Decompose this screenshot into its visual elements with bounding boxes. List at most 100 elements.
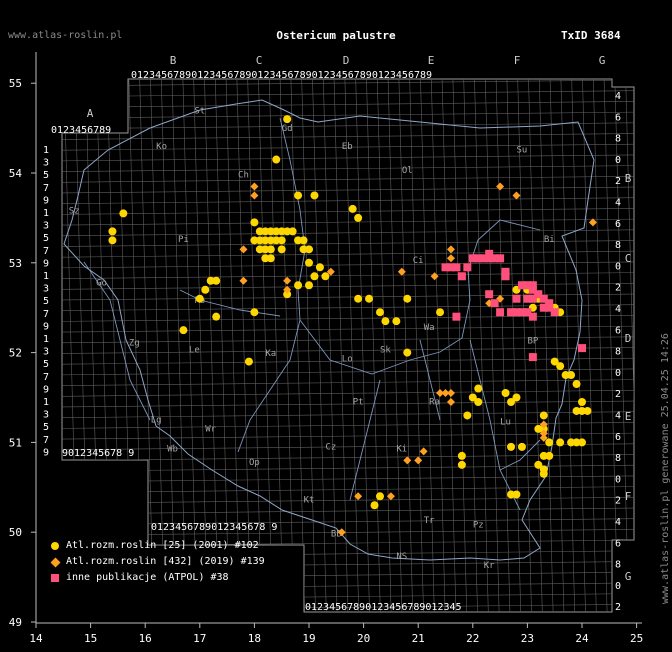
record-2019 xyxy=(436,389,445,398)
square-code: BP xyxy=(527,337,538,347)
record-atpol xyxy=(528,281,537,290)
record-2019 xyxy=(250,191,259,200)
square-code: Pz xyxy=(473,521,484,531)
grid-line xyxy=(62,432,634,440)
grid-line xyxy=(62,176,634,183)
square-code: Sk xyxy=(380,346,391,356)
river-line xyxy=(419,339,441,421)
record-2001 xyxy=(305,258,313,267)
record-atpol xyxy=(501,272,510,281)
record-atpol xyxy=(523,308,532,317)
record-2001 xyxy=(288,227,297,236)
river-line xyxy=(83,261,151,421)
x-tick-label: 14 xyxy=(29,632,43,645)
atpol-row-digit: 5 xyxy=(43,170,49,181)
grid-line xyxy=(441,79,457,612)
grid-line xyxy=(560,79,576,612)
record-2001 xyxy=(348,204,357,213)
grid-line xyxy=(62,497,634,504)
record-atpol xyxy=(457,272,466,281)
record-2001 xyxy=(572,380,581,389)
atpol-row-digit: 2 xyxy=(615,389,621,400)
record-2001 xyxy=(556,438,565,447)
record-2019 xyxy=(354,492,363,501)
grid-line xyxy=(62,400,634,408)
diamond-icon xyxy=(48,557,62,567)
grid-line xyxy=(62,240,634,247)
record-atpol xyxy=(550,308,559,317)
square-code: Zg xyxy=(129,338,140,348)
square-code: St xyxy=(194,107,205,117)
grid-line xyxy=(62,390,634,397)
record-2001 xyxy=(567,371,576,380)
grid-line xyxy=(301,79,316,612)
atpol-col-letter: D xyxy=(343,54,350,67)
grid-line xyxy=(582,79,597,612)
x-tick-label: 19 xyxy=(302,632,315,645)
square-icon xyxy=(48,574,62,582)
record-atpol xyxy=(517,281,526,290)
atpol-bottom-right-digits: 01234567890123456789012345 xyxy=(305,602,462,613)
grid-line xyxy=(538,79,554,612)
record-atpol xyxy=(512,294,521,303)
record-atpol xyxy=(528,312,537,321)
record-2019 xyxy=(539,420,548,429)
grid-line xyxy=(62,368,634,376)
grid-line xyxy=(62,507,634,515)
atpol-row-digit: 2 xyxy=(615,283,621,294)
grid-line xyxy=(62,336,634,344)
square-code: Ki xyxy=(396,444,407,454)
x-tick-label: 16 xyxy=(139,632,152,645)
square-code: Gd xyxy=(282,124,293,134)
legend-item-2019: Atl.rozm.roslin [432] (2019) #139 xyxy=(48,554,265,570)
atpol-row-digit: 9 xyxy=(43,384,49,395)
record-2001 xyxy=(212,312,221,321)
square-code: Ka xyxy=(265,349,276,359)
square-code: NS xyxy=(396,552,407,562)
square-code: Su xyxy=(517,145,528,155)
square-code: Go xyxy=(96,278,107,288)
grid-line xyxy=(62,283,634,290)
atpol-row-digit: 7 xyxy=(43,309,49,320)
record-atpol xyxy=(523,294,532,303)
record-atpol xyxy=(446,263,455,272)
atpol-row-digit: 6 xyxy=(615,538,621,549)
square-code: Eb xyxy=(342,142,353,152)
grid-line xyxy=(62,218,634,226)
atpol-row-digit: 5 xyxy=(43,422,49,433)
generated-stamp: www.atlas-roslin.pl generowane 25.04.25 … xyxy=(660,333,671,604)
y-tick-label: 55 xyxy=(9,77,22,90)
atpol-row-digit: 9 xyxy=(43,447,49,458)
x-tick-label: 18 xyxy=(248,632,261,645)
atpol-row-digit: 4 xyxy=(615,304,621,315)
square-code: Tr xyxy=(424,516,435,526)
record-atpol xyxy=(452,312,461,321)
grid-line xyxy=(495,79,511,612)
record-2019 xyxy=(496,182,505,191)
atpol-row-digit: 2 xyxy=(615,496,621,507)
record-atpol xyxy=(523,281,532,290)
record-atpol xyxy=(517,308,526,317)
site-url[interactable]: www.atlas-roslin.pl xyxy=(8,30,123,41)
record-2001 xyxy=(578,438,586,447)
grid-line xyxy=(430,79,446,612)
grid-line xyxy=(171,79,187,612)
record-atpol xyxy=(474,254,483,263)
grid-line xyxy=(62,133,634,140)
grid-line xyxy=(463,79,478,612)
record-2019 xyxy=(446,254,455,263)
atpol-row-digit: 9 xyxy=(43,195,49,206)
atpol-row-digit: 7 xyxy=(43,372,49,383)
river-line xyxy=(349,379,381,501)
grid-line xyxy=(258,79,273,612)
grid-line xyxy=(603,79,619,612)
grid-line xyxy=(160,79,176,612)
grid-line xyxy=(366,79,381,612)
record-2019 xyxy=(397,267,406,276)
grid-line xyxy=(474,79,489,612)
x-tick-label: 24 xyxy=(575,632,589,645)
grid-line xyxy=(139,79,154,612)
record-2001 xyxy=(501,389,510,398)
atpol-row-digit: 3 xyxy=(43,284,49,295)
